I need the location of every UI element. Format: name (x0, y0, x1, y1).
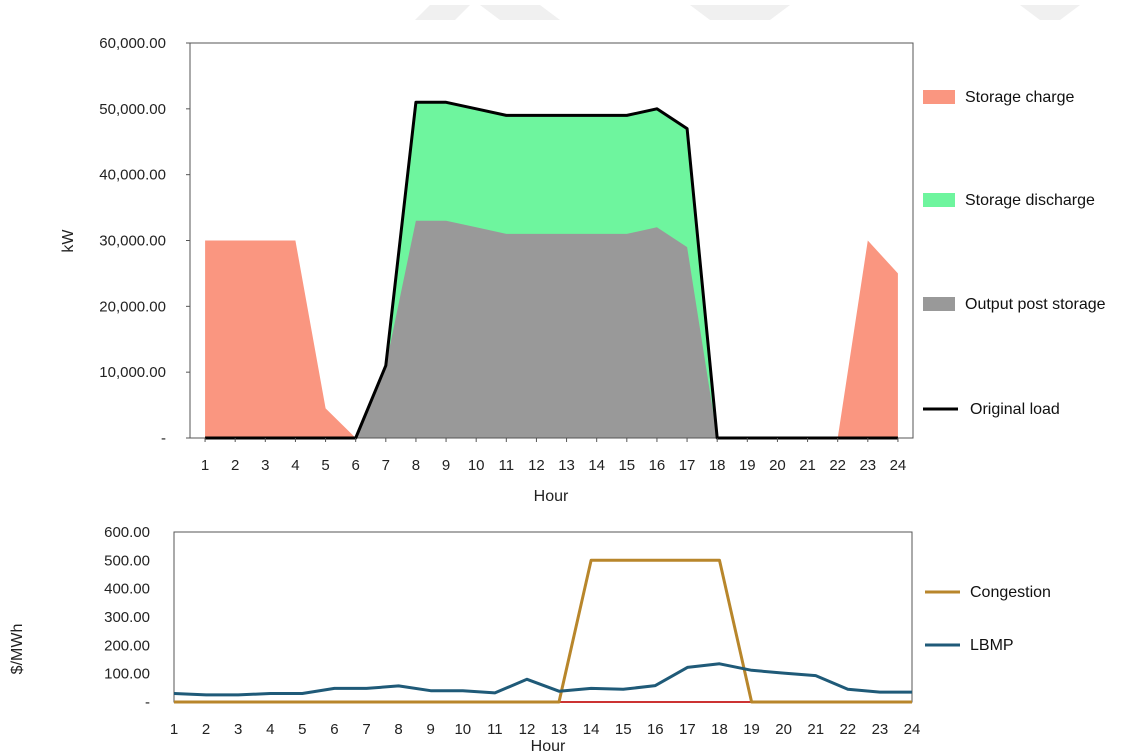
top-x-tick-label: 16 (649, 457, 666, 474)
top-x-tick-label: 11 (499, 457, 515, 474)
area-output-post-storage (205, 220, 898, 438)
top-x-tick-label: 19 (739, 457, 756, 474)
top-x-tick-label: 10 (468, 457, 485, 474)
bottom-x-tick-label: 22 (839, 721, 856, 738)
bottom-y-tick-label: 100.00 (104, 666, 150, 683)
top-x-tick-label: 15 (618, 457, 635, 474)
bottom-x-tick-label: 16 (647, 721, 664, 738)
top-y-axis-title: kW (60, 229, 77, 253)
bottom-x-tick-label: 3 (234, 721, 242, 738)
bottom-y-axis-title: $/MWh (9, 624, 26, 675)
area-storage-charge (205, 240, 898, 438)
bottom-y-tick-label: 400.00 (104, 581, 150, 598)
top-x-tick-label: 2 (231, 457, 239, 474)
bottom-x-tick-label: 19 (743, 721, 760, 738)
top-y-tick-label: 50,000.00 (99, 101, 166, 118)
legend-label-output-post-storage: Output post storage (965, 296, 1106, 313)
bottom-x-tick-label: 4 (266, 721, 274, 738)
top-y-tick-label: 60,000.00 (99, 35, 166, 52)
bottom-x-axis-title: Hour (531, 738, 566, 755)
top-x-tick-label: 3 (261, 457, 269, 474)
top-x-tick-label: 7 (382, 457, 390, 474)
bottom-x-tick-label: 23 (872, 721, 889, 738)
legend-label-lbmp: LBMP (970, 637, 1014, 654)
bottom-legend: Congestion LBMP (925, 584, 1051, 654)
bottom-x-tick-label: 21 (807, 721, 824, 738)
legend-swatch-output-post-storage (923, 297, 955, 311)
top-y-tick-label: 20,000.00 (99, 298, 166, 315)
bottom-x-tick-label: 2 (202, 721, 210, 738)
legend-swatch-storage-charge (923, 90, 955, 104)
bottom-x-tick-label: 14 (583, 721, 600, 738)
bottom-x-tick-label: 12 (519, 721, 536, 738)
bottom-x-tick-label: 13 (551, 721, 568, 738)
kw-area-chart: - 10,000.00 20,000.00 30,000.00 40,000.00 50,… (60, 35, 1106, 505)
top-x-tick-label: 9 (442, 457, 450, 474)
bottom-x-tick-label: 20 (775, 721, 792, 738)
bottom-x-tick-label: 17 (679, 721, 696, 738)
bottom-x-tick-label: 10 (454, 721, 471, 738)
line-lbmp (173, 662, 912, 697)
bottom-y-tick-label: 200.00 (104, 637, 150, 654)
bottom-x-tick-label: 15 (615, 721, 632, 738)
top-y-tick-label: 40,000.00 (99, 167, 166, 184)
bottom-x-tick-label: 5 (298, 721, 306, 738)
top-x-tick-label: 17 (679, 457, 696, 474)
legend-label-storage-charge: Storage charge (965, 89, 1075, 106)
top-x-tick-label: 8 (412, 457, 420, 474)
top-x-tick-label: 20 (769, 457, 786, 474)
top-y-tick-labels: - 10,000.00 20,000.00 30,000.00 40,000.00 50,… (99, 35, 190, 447)
bottom-y-tick-label: - (145, 694, 150, 711)
top-x-tick-label: 22 (829, 457, 846, 474)
top-y-tick-label: - (161, 430, 166, 447)
bottom-x-tick-label: 9 (427, 721, 435, 738)
bottom-x-tick-label: 18 (711, 721, 728, 738)
top-plot-lines (205, 100, 898, 440)
legend-swatch-storage-discharge (923, 193, 955, 207)
top-x-tick-label: 5 (321, 457, 329, 474)
bottom-x-tick-label: 6 (330, 721, 338, 738)
line-congestion (174, 558, 912, 704)
bottom-y-tick-labels: - 100.00 200.00 300.00 400.00 500.00 600.00 (104, 524, 150, 711)
top-x-tick-label: 13 (558, 457, 575, 474)
bottom-plot-lines (173, 558, 912, 704)
top-y-tick-label: 30,000.00 (99, 233, 166, 250)
legend-label-storage-discharge: Storage discharge (965, 192, 1095, 209)
top-x-tick-label: 1 (201, 457, 209, 474)
bottom-x-tick-label: 24 (904, 721, 921, 738)
top-x-tick-label: 6 (352, 457, 360, 474)
top-x-tick-label: 21 (799, 457, 816, 474)
bottom-x-tick-label: 11 (487, 721, 503, 738)
top-x-tick-labels: 1 2 3 4 5 6 7 8 9 10 11 12 13 14 15 16 17 18 19 20 21 22 23 24 (201, 438, 906, 474)
top-legend: Storage charge Storage discharge Output po… (923, 89, 1106, 418)
bottom-y-tick-label: 300.00 (104, 609, 150, 626)
bottom-x-tick-labels: 1 2 3 4 5 6 7 8 9 10 11 12 13 14 15 16 17 18 19 20 21 22 23 24 (170, 721, 921, 738)
legend-label-congestion: Congestion (970, 584, 1051, 601)
line-original-load (205, 100, 898, 440)
legend-label-original-load: Original load (970, 401, 1060, 418)
top-x-tick-label: 12 (528, 457, 545, 474)
top-x-tick-label: 24 (890, 457, 907, 474)
bottom-plot-frame (173, 531, 913, 703)
top-x-tick-label: 14 (588, 457, 605, 474)
top-x-axis-title: Hour (534, 488, 569, 505)
top-x-tick-label: 4 (291, 457, 299, 474)
top-y-tick-label: 10,000.00 (99, 364, 166, 381)
top-x-tick-label: 23 (859, 457, 876, 474)
bottom-y-tick-label: 500.00 (104, 552, 150, 569)
bottom-x-tick-label: 8 (394, 721, 402, 738)
bottom-y-tick-label: 600.00 (104, 524, 150, 541)
bottom-x-tick-label: 1 (170, 721, 178, 738)
top-x-tick-label: 18 (709, 457, 726, 474)
bottom-x-tick-label: 7 (362, 721, 370, 738)
top-plot-areas (205, 102, 898, 439)
watermark-decoration (415, 5, 1080, 20)
